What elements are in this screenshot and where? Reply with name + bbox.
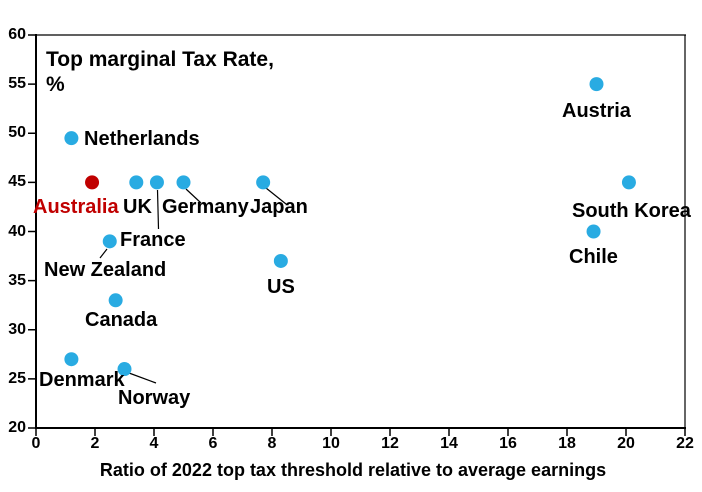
point-label-canada: Canada xyxy=(85,309,158,331)
chart-title-line1: Top marginal Tax Rate, xyxy=(46,48,274,71)
x-tick-label-6: 6 xyxy=(208,435,218,452)
leader-line-germany xyxy=(185,188,202,204)
chart-title-line2: % xyxy=(46,73,65,96)
point-label-us: US xyxy=(267,276,295,298)
y-tick-label-35: 35 xyxy=(8,271,26,289)
data-point-norway xyxy=(117,362,132,377)
y-tick-label-60: 60 xyxy=(8,26,26,43)
y-tick-label-50: 50 xyxy=(8,124,26,142)
data-point-netherlands xyxy=(64,131,79,146)
data-point-france xyxy=(149,175,164,190)
y-tick-label-40: 40 xyxy=(8,222,26,240)
point-label-australia: Australia xyxy=(33,196,119,218)
data-point-denmark xyxy=(64,352,79,367)
point-label-austria: Austria xyxy=(562,100,631,122)
point-label-denmark: Denmark xyxy=(39,369,125,391)
data-point-chile xyxy=(586,224,601,239)
data-point-uk xyxy=(129,175,144,190)
x-tick-label-0: 0 xyxy=(31,435,41,452)
data-point-us xyxy=(273,253,288,268)
x-tick-label-2: 2 xyxy=(90,435,100,452)
point-label-norway: Norway xyxy=(118,387,191,409)
point-label-france: France xyxy=(120,229,186,251)
point-label-japan: Japan xyxy=(250,196,308,218)
point-label-netherlands: Netherlands xyxy=(84,128,200,150)
data-point-south-korea xyxy=(621,175,636,190)
x-tick-label-12: 12 xyxy=(381,435,399,452)
data-point-canada xyxy=(108,293,123,308)
x-tick-label-20: 20 xyxy=(617,435,635,452)
data-point-new-zealand xyxy=(102,234,117,249)
y-tick-label-55: 55 xyxy=(8,75,26,93)
y-tick-label-20: 20 xyxy=(8,419,26,436)
point-label-new-zealand: New Zealand xyxy=(44,259,167,281)
chart-title: Top marginal Tax Rate, % xyxy=(46,47,274,97)
data-point-austria xyxy=(589,77,604,92)
x-tick-label-8: 8 xyxy=(267,435,277,452)
leader-line-norway xyxy=(128,372,157,384)
leader-line-france xyxy=(156,189,160,230)
x-axis-title: Ratio of 2022 top tax threshold relative… xyxy=(99,460,607,480)
data-point-germany xyxy=(176,175,191,190)
x-tick-label-10: 10 xyxy=(322,435,340,452)
leader-line-new-zealand xyxy=(99,248,108,259)
point-label-uk: UK xyxy=(123,196,152,218)
y-tick-label-30: 30 xyxy=(8,320,26,338)
point-label-south-korea: South Korea xyxy=(572,200,691,222)
x-tick-label-14: 14 xyxy=(440,435,458,452)
data-point-australia xyxy=(85,175,100,190)
x-tick-label-4: 4 xyxy=(149,435,159,452)
x-tick-label-16: 16 xyxy=(499,435,517,452)
point-label-germany: Germany xyxy=(162,196,249,218)
data-point-japan xyxy=(256,175,271,190)
leader-line-japan xyxy=(265,187,287,205)
x-tick-label-22: 22 xyxy=(676,435,694,452)
y-tick-label-25: 25 xyxy=(8,369,26,387)
point-label-chile: Chile xyxy=(569,246,618,268)
y-tick-label-45: 45 xyxy=(8,173,26,191)
x-tick-label-18: 18 xyxy=(558,435,576,452)
